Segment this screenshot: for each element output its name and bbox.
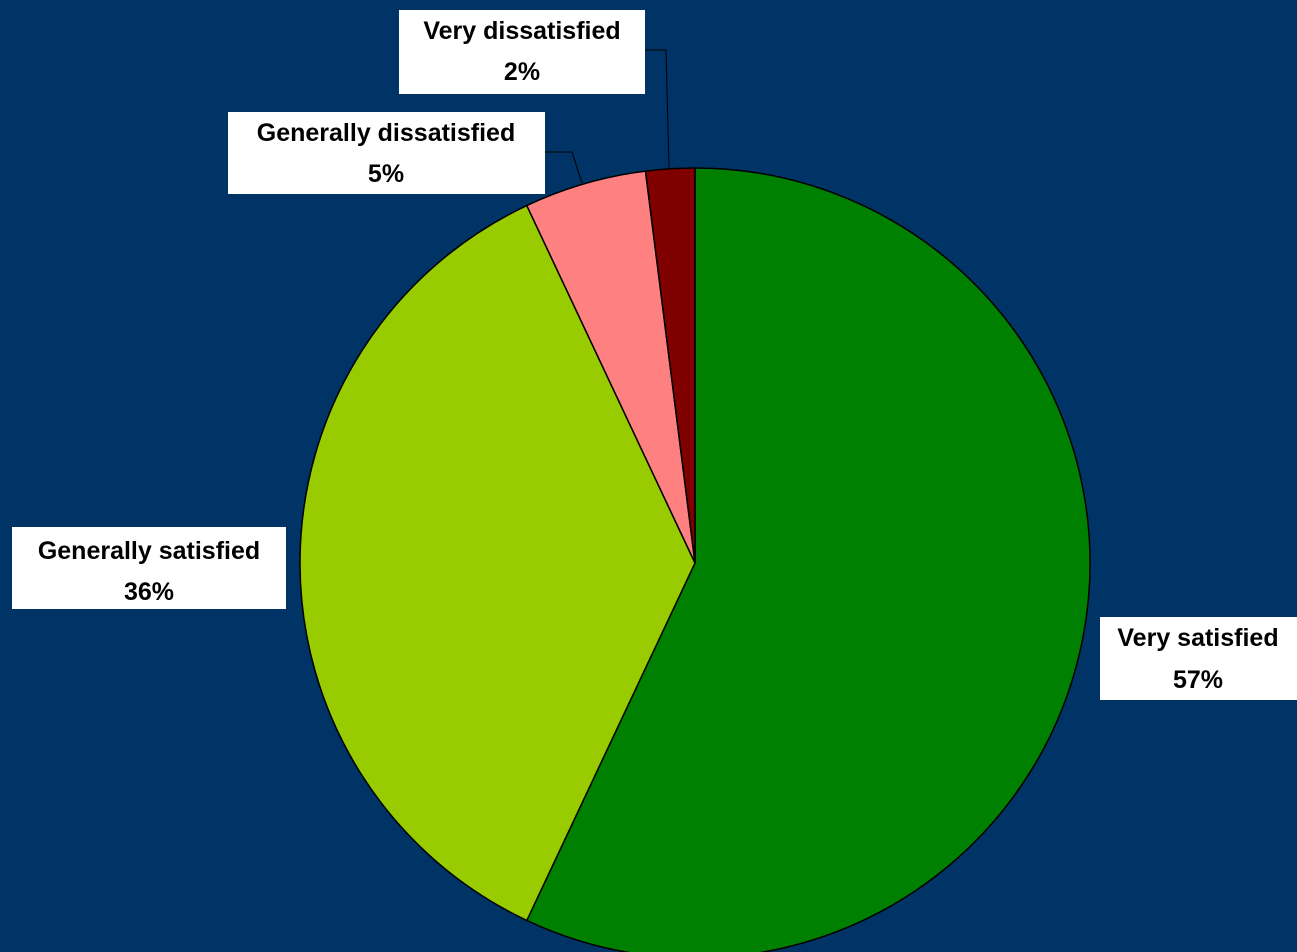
data-label-percent: 57% bbox=[1173, 666, 1223, 694]
pie-slice-generally-satisfied bbox=[299, 204, 696, 922]
pie-slices bbox=[299, 167, 1091, 952]
leader-line-very-dissatisfied bbox=[645, 49, 670, 169]
leader-line-generally-dissatisfied bbox=[545, 151, 583, 184]
data-label-box bbox=[1100, 617, 1297, 700]
data-label-percent: 36% bbox=[124, 578, 174, 606]
data-label-box bbox=[228, 112, 545, 194]
data-label-name: Generally satisfied bbox=[38, 537, 260, 565]
data-label-name: Very satisfied bbox=[1117, 624, 1278, 652]
data-label-generally-dissatisfied: Generally dissatisfied 5% bbox=[228, 112, 545, 194]
data-label-very-dissatisfied: Very dissatisfied 2% bbox=[399, 10, 645, 94]
data-label-name: Generally dissatisfied bbox=[257, 119, 515, 147]
data-label-percent: 5% bbox=[368, 160, 404, 188]
pie-slice-very-satisfied bbox=[525, 167, 1091, 952]
data-label-box bbox=[399, 10, 645, 94]
data-label-generally-satisfied: Generally satisfied 36% bbox=[12, 527, 286, 609]
data-label-very-satisfied: Very satisfied 57% bbox=[1100, 617, 1297, 700]
data-label-box bbox=[12, 527, 286, 609]
data-label-name: Very dissatisfied bbox=[423, 17, 620, 45]
data-label-percent: 2% bbox=[504, 58, 540, 86]
pie-slice-very-dissatisfied bbox=[644, 167, 696, 564]
leader-lines bbox=[545, 49, 670, 184]
